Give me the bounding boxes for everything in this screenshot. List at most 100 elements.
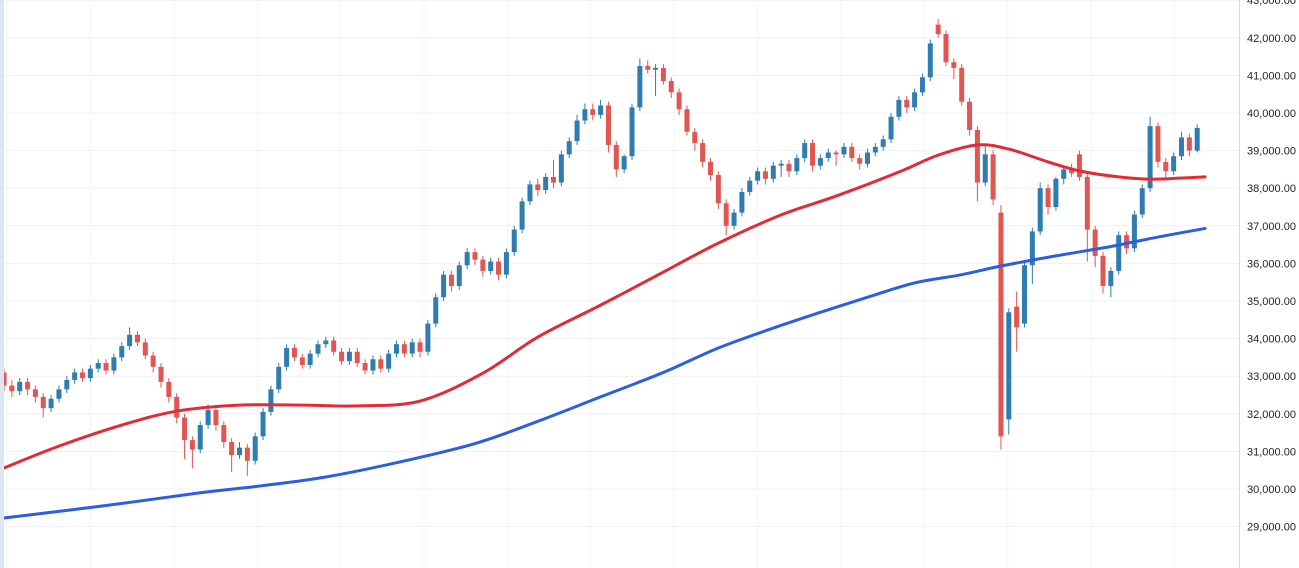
- candle-body: [87, 368, 93, 379]
- candle: [189, 436, 195, 469]
- candle-body: [888, 116, 894, 140]
- candle-body: [237, 447, 242, 456]
- candle: [511, 225, 517, 256]
- candle: [307, 349, 313, 369]
- candle-body: [990, 154, 996, 200]
- candle-body: [951, 62, 957, 68]
- candle: [543, 173, 549, 194]
- candle: [943, 30, 949, 66]
- candle-body: [1022, 265, 1027, 324]
- price-tick-label: 38,000.00: [1247, 183, 1296, 195]
- ma-fast-red-line[interactable]: [2, 143, 1207, 470]
- candle: [959, 64, 965, 106]
- candle-body: [1100, 255, 1106, 286]
- candle: [566, 137, 572, 159]
- candle: [213, 406, 219, 431]
- candle: [967, 97, 973, 136]
- candle-body: [645, 66, 651, 70]
- candle-body: [40, 396, 46, 409]
- candle: [456, 261, 462, 290]
- window-edge-strip: [0, 0, 4, 568]
- candle: [174, 393, 180, 424]
- candle-body: [982, 154, 988, 183]
- candle: [48, 395, 54, 412]
- price-tick-label: 32,000.00: [1247, 409, 1296, 421]
- candle-body: [810, 143, 816, 166]
- candle: [708, 158, 713, 181]
- price-axis[interactable]: 43,000.00 42,000.00 41,000.00 40,000.00 39,0…: [1239, 0, 1296, 568]
- candle-body: [1076, 154, 1082, 177]
- candle-body: [1194, 128, 1200, 151]
- candle: [150, 351, 156, 373]
- candle-body: [276, 366, 282, 390]
- candle: [668, 77, 674, 98]
- price-tick-label: 34,000.00: [1247, 334, 1296, 346]
- candle-body: [1131, 214, 1137, 249]
- candle: [417, 338, 423, 358]
- candle: [354, 348, 360, 367]
- candle-body: [307, 353, 313, 365]
- price-tick-label: 30,000.00: [1247, 484, 1296, 496]
- candle: [119, 342, 125, 362]
- ma-slow-blue-line[interactable]: [2, 226, 1207, 520]
- candle: [598, 99, 604, 119]
- candle: [1139, 184, 1145, 219]
- candle: [95, 359, 101, 373]
- candle: [87, 364, 93, 382]
- candle-body: [535, 184, 541, 191]
- candle-body: [935, 24, 941, 35]
- candle-body: [95, 363, 101, 369]
- candle: [692, 128, 698, 151]
- candle: [904, 96, 910, 113]
- candle: [166, 378, 172, 403]
- candle-body: [676, 92, 682, 110]
- candle: [1061, 165, 1067, 185]
- candle: [582, 103, 588, 125]
- candle: [731, 208, 737, 230]
- candle: [472, 248, 478, 266]
- candle: [715, 171, 721, 209]
- candle: [448, 270, 454, 292]
- candle: [1045, 184, 1051, 215]
- candle-body: [158, 366, 164, 382]
- candle: [841, 143, 847, 159]
- candle-body: [315, 344, 321, 354]
- candle-body: [865, 152, 870, 164]
- candle-body: [64, 379, 70, 390]
- price-tick-label: 43,000.00: [1247, 0, 1296, 7]
- candle-body: [346, 351, 352, 362]
- candle-body: [291, 348, 297, 358]
- candle: [260, 408, 266, 441]
- candle-body: [1069, 169, 1075, 174]
- candle: [810, 139, 816, 172]
- candle-body: [582, 109, 588, 121]
- candle: [331, 336, 337, 356]
- candle-body: [849, 146, 855, 159]
- candle: [653, 64, 659, 97]
- candle-body: [503, 252, 509, 275]
- candle: [1179, 131, 1184, 160]
- candle-body: [919, 77, 925, 93]
- candle: [1037, 182, 1043, 236]
- candle: [1155, 122, 1161, 168]
- candle: [80, 368, 85, 382]
- candle-body: [409, 342, 415, 354]
- candle-body: [770, 165, 776, 179]
- candle: [778, 160, 784, 177]
- candle-body: [213, 410, 219, 426]
- candle: [802, 139, 808, 162]
- candle-body: [927, 43, 933, 78]
- candle: [1163, 158, 1169, 179]
- candle-body: [260, 411, 266, 437]
- candle-body: [229, 442, 235, 456]
- candle-body: [331, 340, 337, 352]
- candle-body: [668, 81, 674, 93]
- candle: [284, 344, 290, 371]
- candle: [1186, 133, 1192, 157]
- candle-body: [943, 34, 949, 63]
- candle: [621, 154, 627, 174]
- candle-body: [1037, 188, 1043, 232]
- candle: [142, 338, 148, 360]
